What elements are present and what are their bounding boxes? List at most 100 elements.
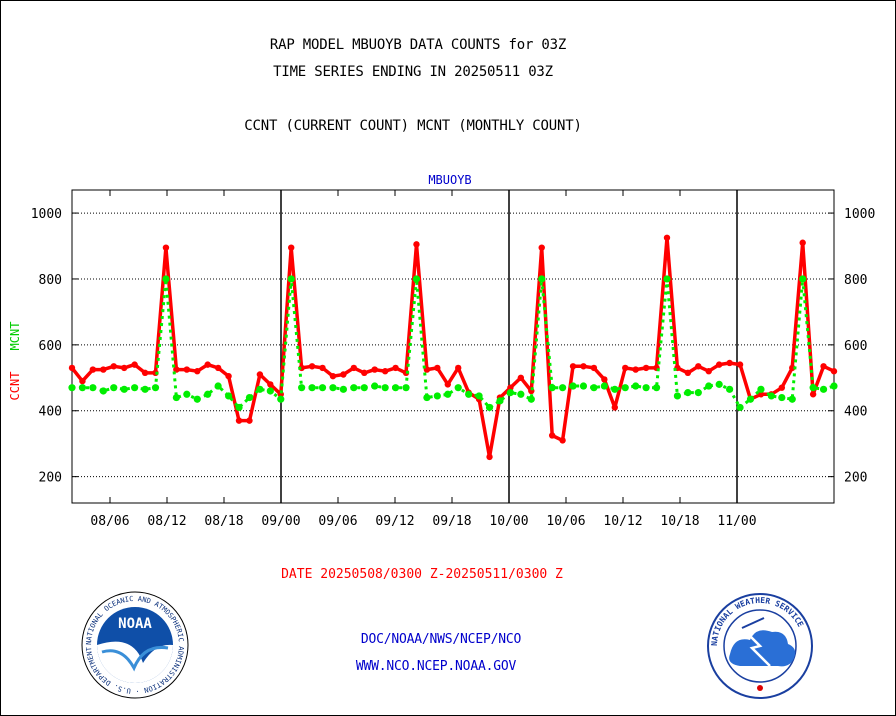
data-point-ccnt xyxy=(695,363,702,370)
data-point-mcnt xyxy=(579,382,588,390)
data-point-mcnt xyxy=(600,382,608,390)
data-point-mcnt xyxy=(663,275,671,283)
y-tick-label-right: 600 xyxy=(844,339,867,354)
data-point-mcnt xyxy=(642,384,650,392)
data-point-ccnt xyxy=(434,364,441,372)
data-point-mcnt xyxy=(694,389,702,397)
data-point-mcnt xyxy=(809,384,817,392)
data-point-mcnt xyxy=(318,384,327,392)
data-point-ccnt xyxy=(444,381,451,388)
plot-frame xyxy=(71,189,835,504)
data-point-mcnt xyxy=(684,389,692,397)
data-point-ccnt xyxy=(580,363,587,370)
x-tick-label: 09/06 xyxy=(318,514,357,529)
data-point-ccnt xyxy=(507,384,514,391)
data-point-mcnt xyxy=(183,390,191,398)
y-tick-label-right: 400 xyxy=(844,405,867,420)
data-point-mcnt xyxy=(590,384,598,392)
data-point-ccnt xyxy=(736,361,744,368)
chart-grid xyxy=(72,190,834,503)
y-tick-label-right: 800 xyxy=(844,273,867,288)
data-point-mcnt xyxy=(621,384,629,392)
data-point-ccnt xyxy=(705,368,712,375)
footer-link-website[interactable]: WWW.NCO.NCEP.NOAA.GOV xyxy=(355,659,517,674)
data-point-ccnt xyxy=(235,417,243,424)
data-point-mcnt xyxy=(99,387,107,395)
data-point-mcnt xyxy=(485,403,494,412)
data-point-ccnt xyxy=(79,377,86,385)
y-tick-label-right: 200 xyxy=(844,471,867,486)
data-point-ccnt xyxy=(308,363,316,370)
data-point-ccnt xyxy=(548,432,556,439)
data-point-mcnt xyxy=(705,382,713,390)
data-point-mcnt xyxy=(172,393,180,402)
data-point-mcnt xyxy=(381,384,389,392)
data-point-mcnt xyxy=(652,384,661,392)
data-point-mcnt xyxy=(214,382,222,390)
chart-axes: 200 200 400 400 600 600 800 800 1000 1000 08/06 08/… xyxy=(31,189,875,529)
data-point-mcnt xyxy=(329,384,337,392)
chart-lines xyxy=(68,234,838,461)
data-point-ccnt xyxy=(622,364,629,372)
x-tick-label: 10/12 xyxy=(603,514,642,529)
data-point-ccnt xyxy=(204,361,211,368)
x-tick-label: 08/06 xyxy=(90,514,129,529)
data-point-mcnt xyxy=(559,384,567,392)
data-point-mcnt xyxy=(391,384,400,392)
data-point-ccnt xyxy=(162,244,170,251)
data-point-ccnt xyxy=(820,363,827,370)
footer-link-doc[interactable]: DOC/NOAA/NWS/NCEP/NCO xyxy=(360,632,522,647)
data-point-mcnt xyxy=(569,382,577,390)
data-point-mcnt xyxy=(548,384,556,392)
data-point-mcnt xyxy=(611,385,619,393)
data-point-mcnt xyxy=(538,275,546,283)
x-tick-label: 11/00 xyxy=(717,514,756,529)
data-point-ccnt xyxy=(517,374,525,381)
data-point-ccnt xyxy=(173,366,180,373)
data-point-mcnt xyxy=(444,390,452,398)
data-point-mcnt xyxy=(726,385,734,393)
data-point-ccnt xyxy=(340,371,347,378)
data-point-ccnt xyxy=(684,369,692,377)
data-point-mcnt xyxy=(308,384,316,392)
data-point-mcnt xyxy=(506,389,515,397)
y-tick-label-left: 1000 xyxy=(31,207,62,222)
data-point-ccnt xyxy=(830,368,838,375)
data-point-mcnt xyxy=(162,275,170,283)
chart-subtitle: CCNT (CURRENT COUNT) MCNT (MONTHLY COUNT… xyxy=(244,118,582,134)
data-point-mcnt xyxy=(277,395,285,403)
data-point-mcnt xyxy=(151,384,160,392)
data-point-ccnt xyxy=(569,363,577,370)
ylabel-mcnt: MCNT xyxy=(8,322,22,351)
data-point-ccnt xyxy=(68,364,76,372)
data-point-mcnt xyxy=(235,403,243,412)
data-point-mcnt xyxy=(527,395,535,403)
x-tick-label: 08/18 xyxy=(204,514,243,529)
ylabel-ccnt: CCNT xyxy=(8,372,22,401)
data-point-mcnt xyxy=(830,382,838,390)
data-point-mcnt xyxy=(360,384,368,392)
data-point-ccnt xyxy=(611,404,618,411)
data-point-ccnt xyxy=(110,363,117,370)
chart-title-line2: TIME SERIES ENDING IN 20250511 03Z xyxy=(273,64,553,80)
data-point-mcnt xyxy=(715,380,723,388)
xlabel-date: DATE 20250508/0300 Z-20250511/0300 Z xyxy=(281,567,563,582)
data-point-mcnt xyxy=(78,384,87,392)
data-point-mcnt xyxy=(131,384,139,392)
data-point-mcnt xyxy=(496,397,504,405)
data-point-ccnt xyxy=(381,368,389,375)
data-point-ccnt xyxy=(413,241,420,248)
data-point-mcnt xyxy=(767,392,775,400)
data-point-mcnt xyxy=(475,392,483,400)
data-point-mcnt xyxy=(68,384,76,392)
data-point-ccnt xyxy=(183,366,191,373)
data-point-mcnt xyxy=(465,390,473,398)
data-point-mcnt xyxy=(402,384,410,392)
y-tick-label-left: 400 xyxy=(39,405,62,420)
data-point-ccnt xyxy=(100,366,107,373)
data-point-mcnt xyxy=(757,385,765,393)
y-tick-label-left: 200 xyxy=(39,471,62,486)
data-point-ccnt xyxy=(663,234,671,241)
data-point-ccnt xyxy=(371,366,378,373)
